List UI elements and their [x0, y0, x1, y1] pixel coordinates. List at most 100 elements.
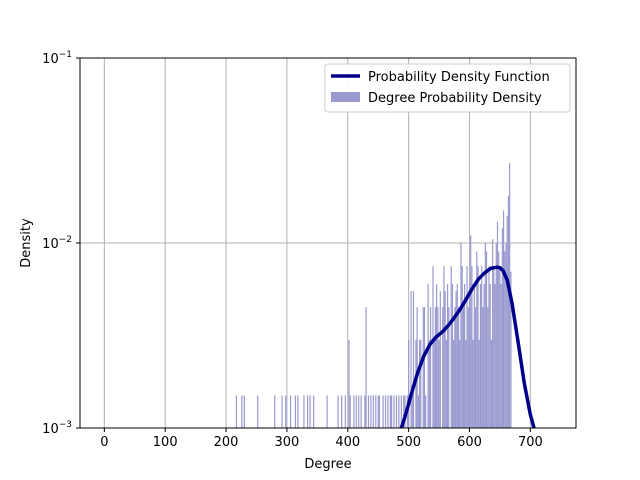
histogram-bar	[365, 307, 367, 428]
histogram-bar	[243, 395, 245, 428]
legend-label-pdf: Probability Density Function	[368, 70, 550, 85]
histogram-bar	[416, 307, 418, 428]
histogram-bar	[482, 307, 484, 428]
histogram-bar	[468, 284, 471, 428]
histogram-bar	[387, 395, 389, 428]
histogram-bar	[490, 339, 493, 428]
histogram-bar	[448, 307, 450, 428]
histogram-bar	[422, 307, 424, 428]
histogram-bar	[504, 251, 506, 428]
histogram-bar	[436, 284, 438, 428]
histogram-bar	[451, 284, 454, 428]
histogram-bar	[418, 339, 421, 428]
histogram-bar	[470, 235, 472, 428]
histogram-bar	[498, 251, 500, 428]
histogram-bar	[257, 395, 259, 428]
histogram-bar	[326, 395, 328, 428]
histogram-bar	[281, 395, 283, 428]
histogram-bar	[313, 395, 315, 428]
histogram-bar	[353, 395, 355, 428]
histogram-bar	[375, 395, 377, 428]
y-tick-label: 10−3	[42, 420, 72, 437]
histogram-bar	[370, 395, 372, 428]
histogram-bar	[492, 239, 494, 428]
histogram-bar	[501, 228, 503, 428]
x-tick-label: 400	[335, 435, 360, 450]
histogram-bar	[457, 307, 460, 428]
histogram-bar	[459, 339, 461, 428]
histogram-bar	[471, 266, 473, 428]
histogram-bar	[437, 307, 439, 428]
histogram-bar	[434, 307, 437, 428]
histogram-bar	[309, 395, 311, 428]
x-tick-label: 200	[214, 435, 239, 450]
histogram-bar	[476, 251, 478, 428]
histogram-bar	[241, 395, 243, 428]
histogram-bar	[417, 395, 419, 428]
histogram-bar	[307, 395, 309, 428]
bar-series	[235, 163, 512, 429]
legend-label-degree: Degree Probability Density	[368, 91, 542, 106]
histogram-bar	[464, 284, 466, 428]
histogram-bar	[425, 395, 427, 428]
x-tick-label: 300	[275, 435, 300, 450]
histogram-bar	[382, 395, 384, 428]
histogram-bar	[372, 395, 374, 428]
histogram-bar	[443, 266, 445, 428]
histogram-bar	[285, 395, 287, 428]
histogram-bar	[341, 395, 343, 428]
histogram-bar	[446, 284, 449, 428]
histogram-bar	[450, 266, 452, 428]
y-axis-ticks: 10−3 10−2 10−1	[42, 50, 80, 437]
histogram-bar	[472, 339, 474, 428]
histogram-bar	[502, 210, 505, 428]
histogram-bar	[466, 266, 468, 428]
histogram-bar	[510, 271, 512, 428]
histogram-bar	[344, 395, 346, 428]
histogram-bar	[364, 395, 366, 428]
histogram-bar	[403, 395, 405, 428]
histogram-bar	[412, 291, 415, 428]
histogram-bar	[378, 395, 381, 428]
x-tick-label: 700	[518, 435, 543, 450]
histogram-bar	[445, 339, 447, 428]
x-tick-label: 0	[100, 435, 108, 450]
histogram-bar	[488, 266, 490, 428]
histogram-bar	[337, 395, 339, 428]
histogram-bar	[420, 339, 422, 428]
histogram-bar	[289, 395, 292, 428]
histogram-bar	[478, 339, 480, 428]
x-axis-label: Degree	[304, 457, 351, 472]
y-tick-label: 10−1	[42, 50, 72, 67]
histogram-bar	[467, 307, 469, 428]
histogram-bar	[495, 243, 497, 428]
histogram-bar	[485, 251, 488, 428]
histogram-bar	[393, 395, 395, 428]
histogram-bar	[444, 291, 446, 428]
histogram-bar	[496, 221, 499, 428]
y-axis-label: Density	[19, 218, 34, 268]
x-tick-label: 100	[153, 435, 178, 450]
histogram-bar	[348, 339, 350, 428]
x-axis-ticks: 0 100 200 300 400 500 600 700	[100, 428, 543, 450]
histogram-bar	[367, 395, 370, 428]
histogram-bar	[411, 395, 413, 428]
histogram-bar	[377, 395, 379, 428]
histogram-bar	[294, 395, 297, 428]
histogram-bar	[484, 243, 486, 428]
x-tick-label: 600	[457, 435, 482, 450]
histogram-bar	[408, 339, 410, 428]
histogram-bar	[460, 243, 462, 428]
histogram-bar	[303, 395, 305, 428]
histogram-bar	[400, 395, 402, 428]
histogram-bar	[499, 266, 501, 428]
histogram-bar	[297, 395, 299, 428]
histogram-bar	[398, 395, 400, 428]
legend-bar-swatch	[331, 92, 360, 102]
histogram-bar	[493, 266, 495, 428]
histogram-bar	[507, 195, 510, 428]
histogram-bar	[474, 307, 477, 428]
histogram-bar	[438, 339, 440, 428]
histogram-bar	[389, 395, 391, 428]
